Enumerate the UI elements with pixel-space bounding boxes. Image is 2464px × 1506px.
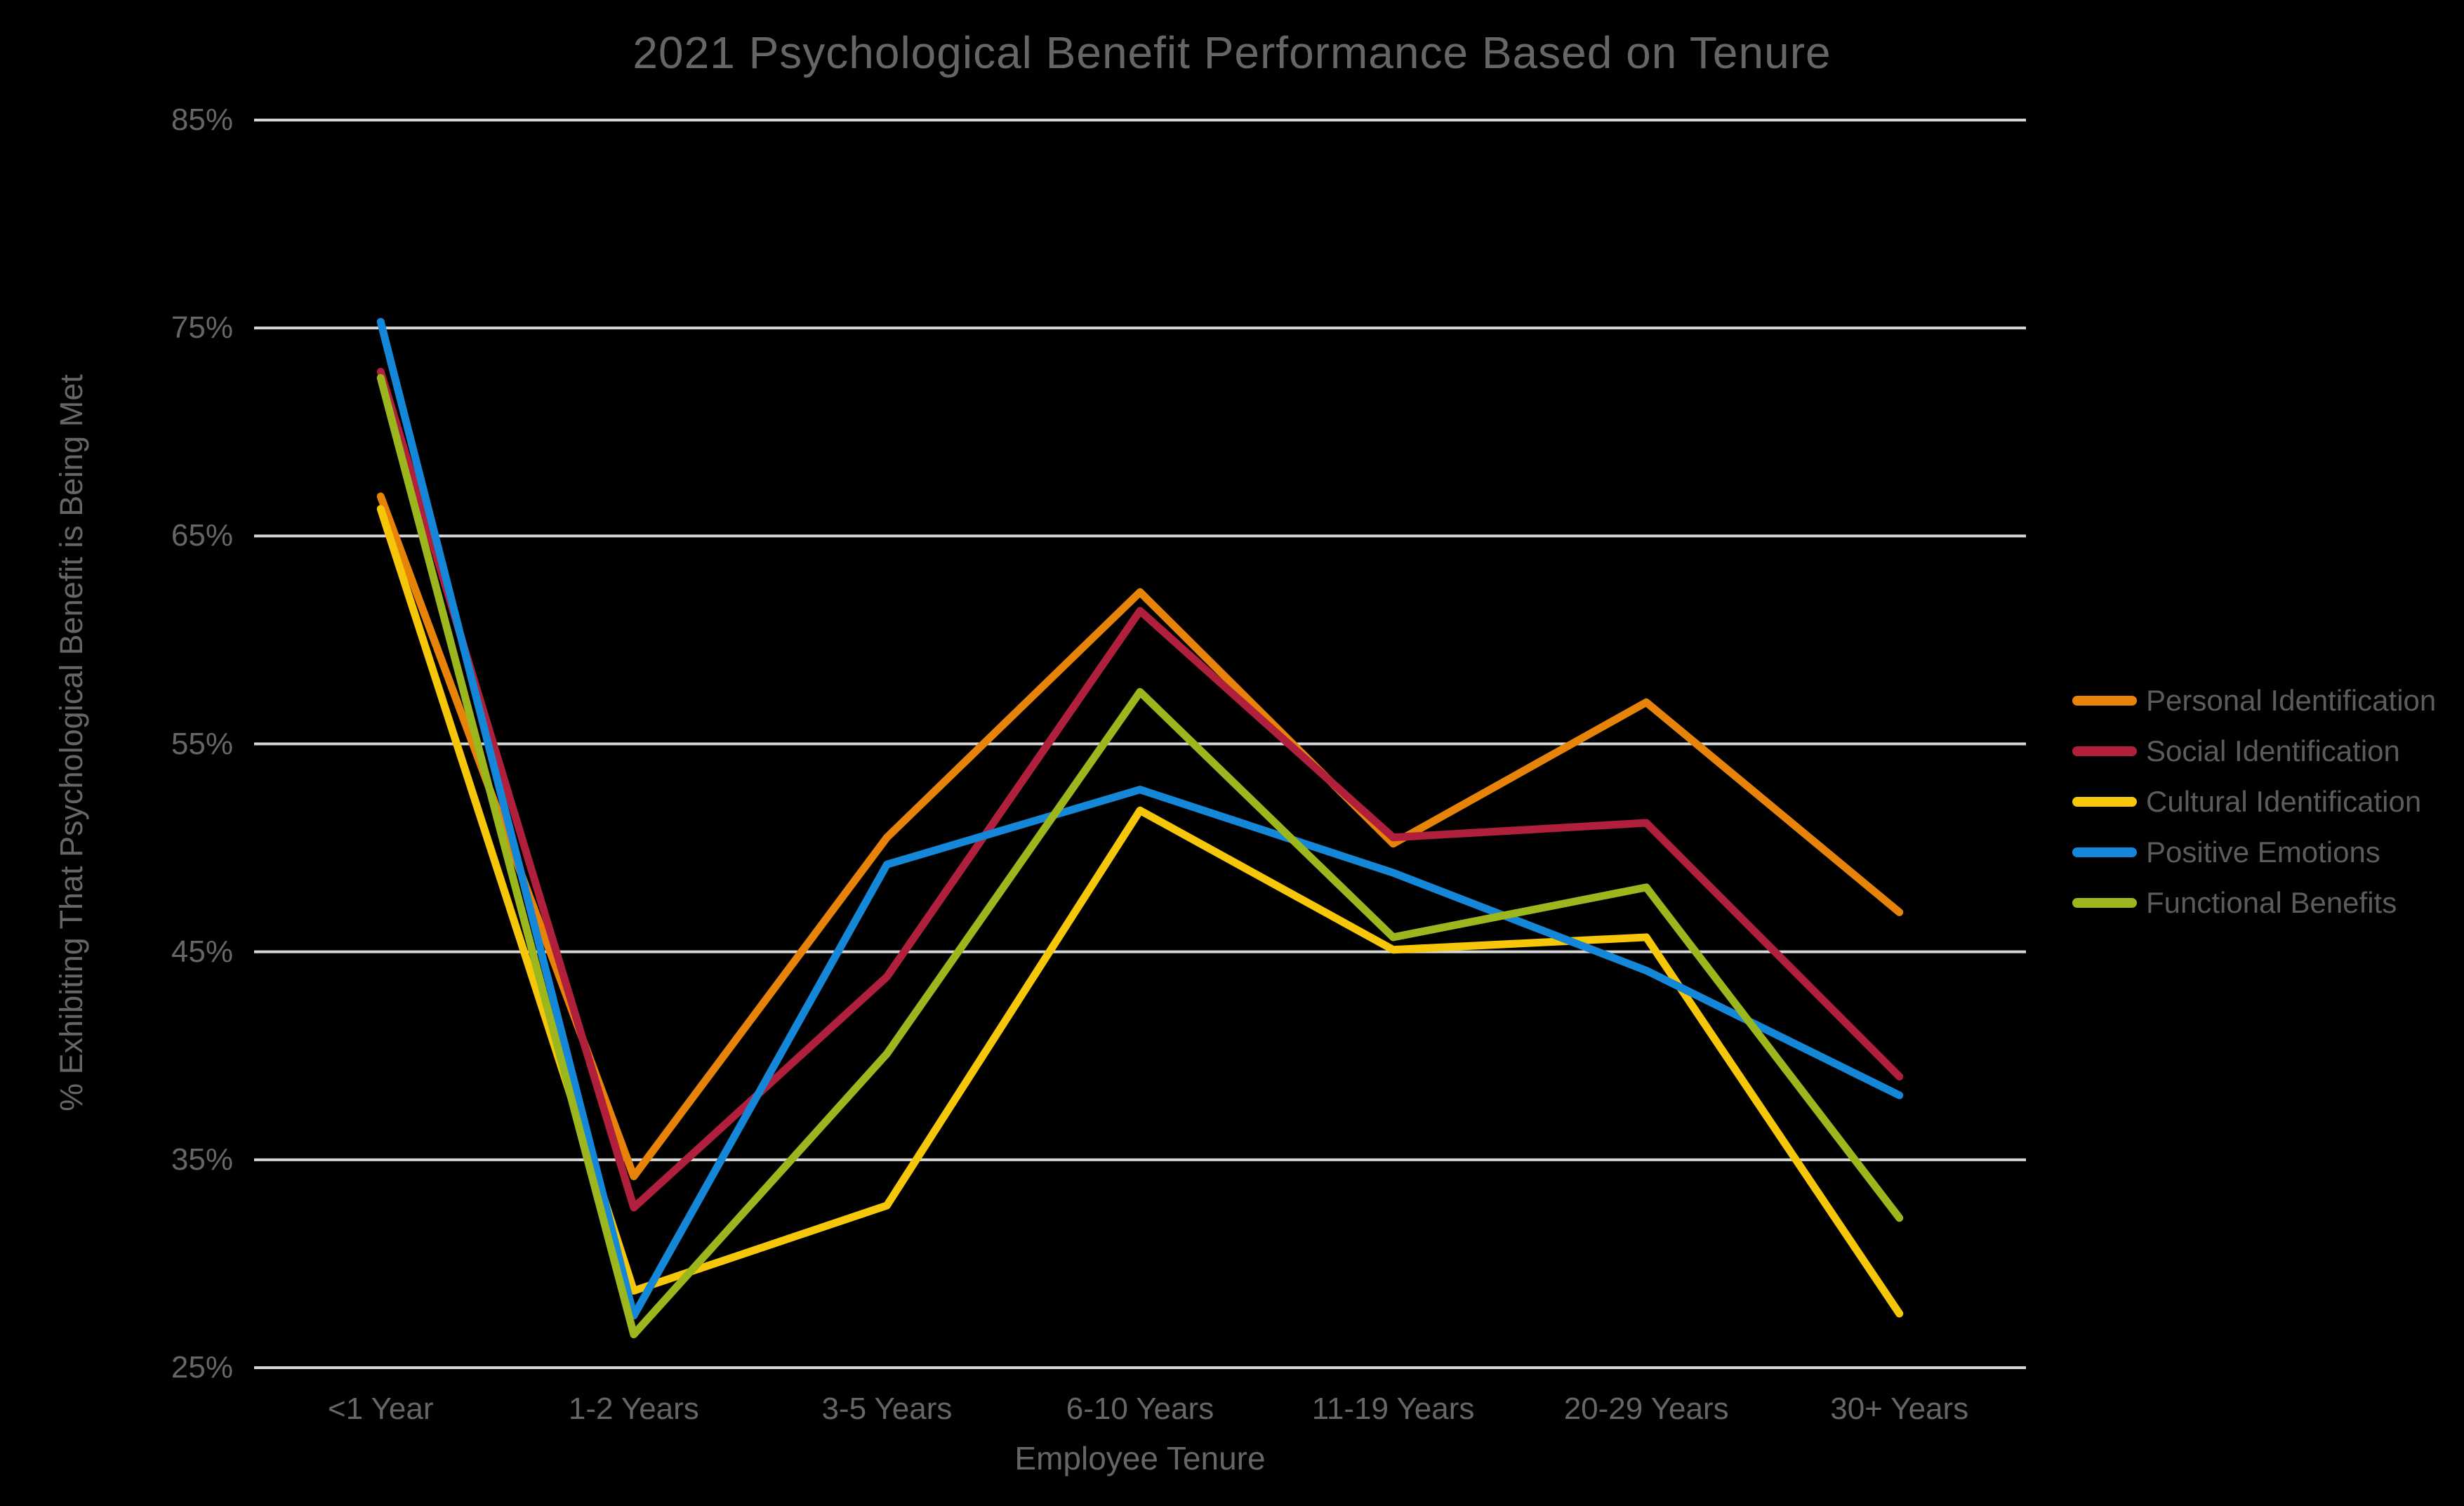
legend-item-functional-benefits: Functional Benefits xyxy=(2072,878,2436,928)
legend-item-label: Personal Identification xyxy=(2146,684,2437,717)
legend: Personal Identification Social Identifica… xyxy=(2072,675,2436,928)
series-line-social-identification xyxy=(376,367,1904,1212)
legend-item-label: Positive Emotions xyxy=(2146,835,2380,868)
series-line-positive-emotions xyxy=(376,317,1904,1320)
series-line-functional-benefits xyxy=(376,374,1904,1339)
x-tick-label: 1-2 Years xyxy=(568,1392,699,1426)
y-tick-label: 85% xyxy=(171,103,233,137)
legend-item-personal-identification: Personal Identification xyxy=(2072,675,2436,726)
series-line-cultural-identification xyxy=(376,505,1904,1318)
legend-item-social-identification: Social Identification xyxy=(2072,726,2436,777)
legend-swatch-icon xyxy=(2072,898,2137,908)
legend-item-cultural-identification: Cultural Identification xyxy=(2072,777,2436,827)
y-tick-label: 75% xyxy=(171,310,233,345)
x-tick-label: 6-10 Years xyxy=(1066,1392,1214,1426)
y-tick-label: 65% xyxy=(171,518,233,553)
x-axis-title: Employee Tenure xyxy=(1014,1440,1266,1477)
y-tick-label: 45% xyxy=(171,934,233,969)
legend-swatch-icon xyxy=(2072,696,2137,706)
y-tick-label: 25% xyxy=(171,1350,233,1385)
x-tick-label: 11-19 Years xyxy=(1311,1392,1475,1426)
legend-item-label: Social Identification xyxy=(2146,734,2400,767)
x-tick-label: <1 Year xyxy=(328,1392,434,1426)
legend-swatch-icon xyxy=(2072,746,2137,756)
y-tick-label: 35% xyxy=(171,1142,233,1177)
x-tick-label: 20-29 Years xyxy=(1563,1392,1729,1426)
legend-item-label: Cultural Identification xyxy=(2146,785,2422,818)
series-line-personal-identification xyxy=(376,492,1904,1181)
legend-swatch-icon xyxy=(2072,847,2137,857)
x-tick-label: 3-5 Years xyxy=(821,1392,953,1426)
legend-item-label: Functional Benefits xyxy=(2146,886,2397,919)
x-tick-label: 30+ Years xyxy=(1830,1392,1969,1426)
y-tick-label: 55% xyxy=(171,726,233,761)
chart-title: 2021 Psychological Benefit Performance B… xyxy=(632,27,1832,78)
y-axis-title: % Exhibiting That Psychological Benefit … xyxy=(53,374,89,1111)
legend-swatch-icon xyxy=(2072,797,2137,807)
legend-item-positive-emotions: Positive Emotions xyxy=(2072,827,2436,878)
